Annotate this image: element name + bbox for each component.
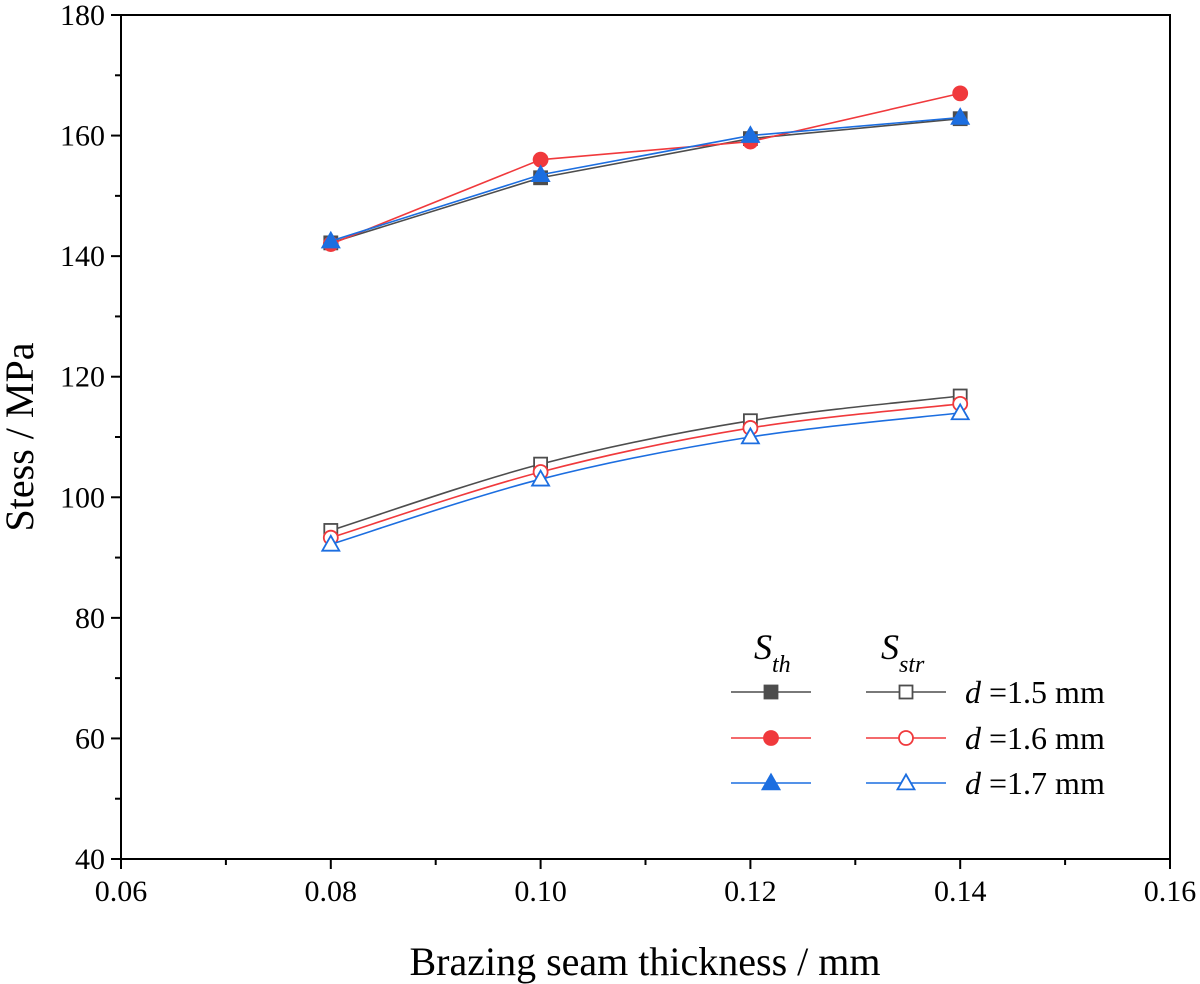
y-tick-label: 120 xyxy=(60,361,105,394)
legend-marker-th xyxy=(763,684,779,700)
x-tick-label: 0.10 xyxy=(514,875,567,908)
data-point xyxy=(952,85,969,102)
legend-marker-str xyxy=(898,684,914,700)
legend-label-var: d xyxy=(965,765,982,801)
legend-label-var: d xyxy=(965,720,982,756)
y-tick-label: 60 xyxy=(75,722,105,755)
legend-label-var: d xyxy=(965,674,982,710)
x-tick-label: 0.14 xyxy=(934,875,987,908)
x-tick-label: 0.16 xyxy=(1144,875,1197,908)
series-line xyxy=(330,116,961,242)
legend-label: d =1.7 mm xyxy=(965,765,1105,801)
legend-header-th: Sth xyxy=(754,627,791,678)
x-axis-title: Brazing seam thickness / mm xyxy=(409,939,880,984)
series-th-d1_5 xyxy=(323,111,968,251)
data-point xyxy=(530,164,551,183)
plot-area xyxy=(320,85,971,552)
y-tick-label: 80 xyxy=(75,602,105,635)
data-point xyxy=(530,468,551,487)
legend-header-th-sub: th xyxy=(772,652,791,678)
legend-header-str-sub: str xyxy=(899,652,925,678)
x-tick-label: 0.12 xyxy=(724,875,777,908)
legend-header-str: Sstr xyxy=(881,627,925,678)
legend-marker-th xyxy=(763,730,779,746)
series-th-d1_6 xyxy=(322,85,969,252)
data-point xyxy=(320,533,341,552)
series-line xyxy=(330,412,961,546)
series-line xyxy=(330,395,961,532)
legend-marker-th xyxy=(760,772,782,791)
legend-marker-str xyxy=(895,772,917,791)
legend-label-value: =1.5 mm xyxy=(981,674,1105,710)
x-tick-label: 0.08 xyxy=(305,875,358,908)
series-str-d1_7 xyxy=(320,402,971,552)
legend-label-value: =1.7 mm xyxy=(981,765,1105,801)
series-th-d1_7 xyxy=(320,107,971,249)
y-tick-label: 160 xyxy=(60,120,105,153)
y-tick-label: 100 xyxy=(60,481,105,514)
data-point xyxy=(740,426,761,445)
series-line xyxy=(330,117,961,244)
series-line xyxy=(330,92,961,245)
y-axis-title: Stess / MPa xyxy=(0,342,42,531)
data-point xyxy=(320,230,341,249)
series-str-d1_6 xyxy=(322,395,969,546)
y-tick-label: 140 xyxy=(60,240,105,273)
axes: 0.06 0.08 0.10 0.12 0.14 0.16 40 60 80 100 120 140 1… xyxy=(60,0,1196,908)
x-tick-label: 0.06 xyxy=(95,875,148,908)
legend-label: d =1.6 mm xyxy=(965,720,1105,756)
legend-label: d =1.5 mm xyxy=(965,674,1105,710)
y-tick-label: 180 xyxy=(60,0,105,32)
legend-label-value: =1.6 mm xyxy=(981,720,1105,756)
data-point xyxy=(950,107,971,125)
y-tick-label: 40 xyxy=(75,843,105,876)
data-point xyxy=(950,402,971,421)
data-point xyxy=(740,125,761,143)
legend-marker-str xyxy=(898,730,914,746)
series-line xyxy=(330,403,961,539)
